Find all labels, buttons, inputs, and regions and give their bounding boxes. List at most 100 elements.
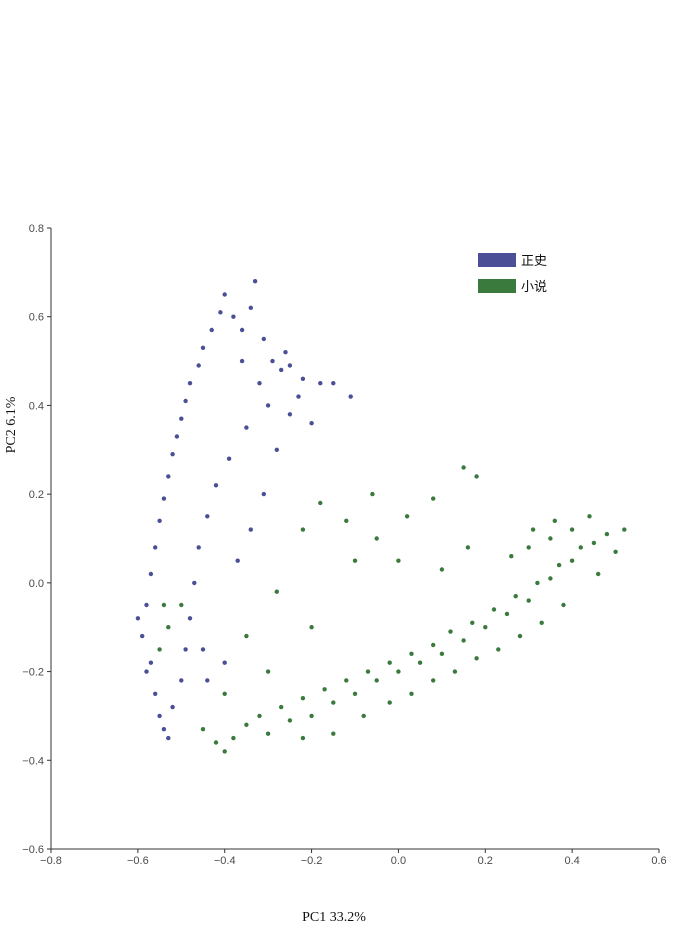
- data-point: [148, 571, 154, 577]
- data-point: [239, 358, 245, 364]
- data-point: [409, 651, 414, 656]
- data-point: [409, 691, 414, 696]
- data-point: [461, 638, 466, 643]
- data-point: [548, 536, 553, 541]
- data-point: [200, 647, 206, 652]
- data-point: [161, 496, 167, 501]
- y-tick-label: 0.6: [29, 312, 44, 324]
- data-point: [235, 558, 240, 563]
- data-point: [535, 580, 540, 586]
- data-point: [569, 527, 575, 532]
- data-point: [270, 358, 275, 364]
- data-point: [431, 678, 436, 683]
- data-point: [274, 447, 279, 452]
- data-point: [244, 425, 249, 430]
- data-point: [213, 483, 219, 488]
- data-point: [470, 620, 475, 625]
- data-point: [157, 713, 162, 719]
- legend-label-xiaoshuo: 小说: [521, 280, 547, 295]
- data-point: [465, 545, 471, 550]
- data-point: [331, 381, 336, 386]
- data-point: [265, 731, 271, 736]
- data-point: [361, 713, 366, 719]
- y-tick-label: 0.2: [29, 489, 44, 501]
- data-point: [513, 594, 518, 599]
- data-point: [318, 500, 323, 506]
- data-point: [261, 336, 266, 342]
- data-point: [331, 700, 336, 705]
- data-point: [192, 580, 197, 586]
- data-point: [196, 545, 201, 550]
- data-point: [387, 700, 392, 705]
- data-point: [496, 647, 501, 652]
- data-point: [287, 363, 293, 368]
- data-point: [265, 669, 271, 674]
- data-point: [596, 571, 601, 577]
- data-point: [300, 735, 306, 741]
- data-point: [552, 518, 557, 523]
- data-point: [279, 704, 284, 710]
- data-point: [539, 620, 544, 625]
- data-point: [491, 607, 497, 612]
- data-point: [187, 381, 193, 386]
- data-point: [161, 727, 167, 732]
- series-1-points: [157, 465, 627, 754]
- data-point: [144, 669, 149, 674]
- data-point: [248, 527, 253, 532]
- data-point: [300, 376, 306, 381]
- axes: [50, 228, 659, 850]
- data-point: [309, 713, 314, 719]
- data-point: [439, 567, 445, 572]
- data-point: [187, 616, 193, 621]
- data-point: [257, 381, 262, 386]
- data-point: [170, 704, 175, 710]
- data-point: [261, 491, 266, 497]
- data-point: [474, 474, 479, 479]
- data-point: [461, 465, 466, 470]
- data-point: [404, 514, 410, 519]
- data-point: [352, 558, 358, 563]
- data-point: [222, 292, 227, 297]
- data-point: [300, 527, 306, 532]
- data-point: [587, 514, 592, 519]
- x-tick-label: 0.0: [391, 855, 406, 867]
- data-point: [153, 545, 158, 550]
- data-point: [157, 647, 162, 652]
- data-point: [396, 558, 401, 563]
- data-point: [148, 660, 154, 665]
- data-point: [331, 731, 336, 736]
- data-point: [179, 602, 184, 608]
- data-point: [244, 722, 249, 727]
- data-point: [296, 394, 301, 399]
- data-point: [205, 514, 210, 519]
- data-point: [530, 527, 536, 532]
- data-point: [144, 602, 149, 608]
- x-tick-label: 0.2: [478, 855, 493, 867]
- y-axis-title: PC2 6.1%: [4, 396, 19, 453]
- data-point: [604, 531, 610, 537]
- x-tick-label: −0.4: [214, 855, 236, 867]
- x-tick-label: −0.2: [301, 855, 323, 867]
- data-point: [352, 691, 358, 696]
- data-point: [517, 633, 523, 639]
- data-point: [452, 669, 458, 674]
- data-point: [548, 576, 553, 581]
- data-point: [474, 656, 479, 661]
- data-point: [157, 518, 162, 523]
- y-tick-label: 0.0: [29, 578, 44, 590]
- y-axis-ticks: −0.6 −0.4 −0.2 0.0 0.2 0.4 0.6 0.8: [22, 223, 51, 856]
- data-point: [244, 633, 249, 639]
- data-point: [274, 589, 279, 594]
- data-point: [166, 735, 171, 741]
- data-point: [209, 327, 214, 333]
- data-point: [556, 562, 562, 568]
- y-tick-label: −0.6: [22, 844, 44, 856]
- data-point: [179, 678, 184, 683]
- legend-swatch-xiaoshuo: [478, 279, 516, 293]
- data-point: [166, 625, 171, 630]
- data-point: [135, 616, 141, 621]
- data-point: [183, 647, 188, 652]
- data-point: [387, 660, 392, 665]
- data-point: [166, 474, 171, 479]
